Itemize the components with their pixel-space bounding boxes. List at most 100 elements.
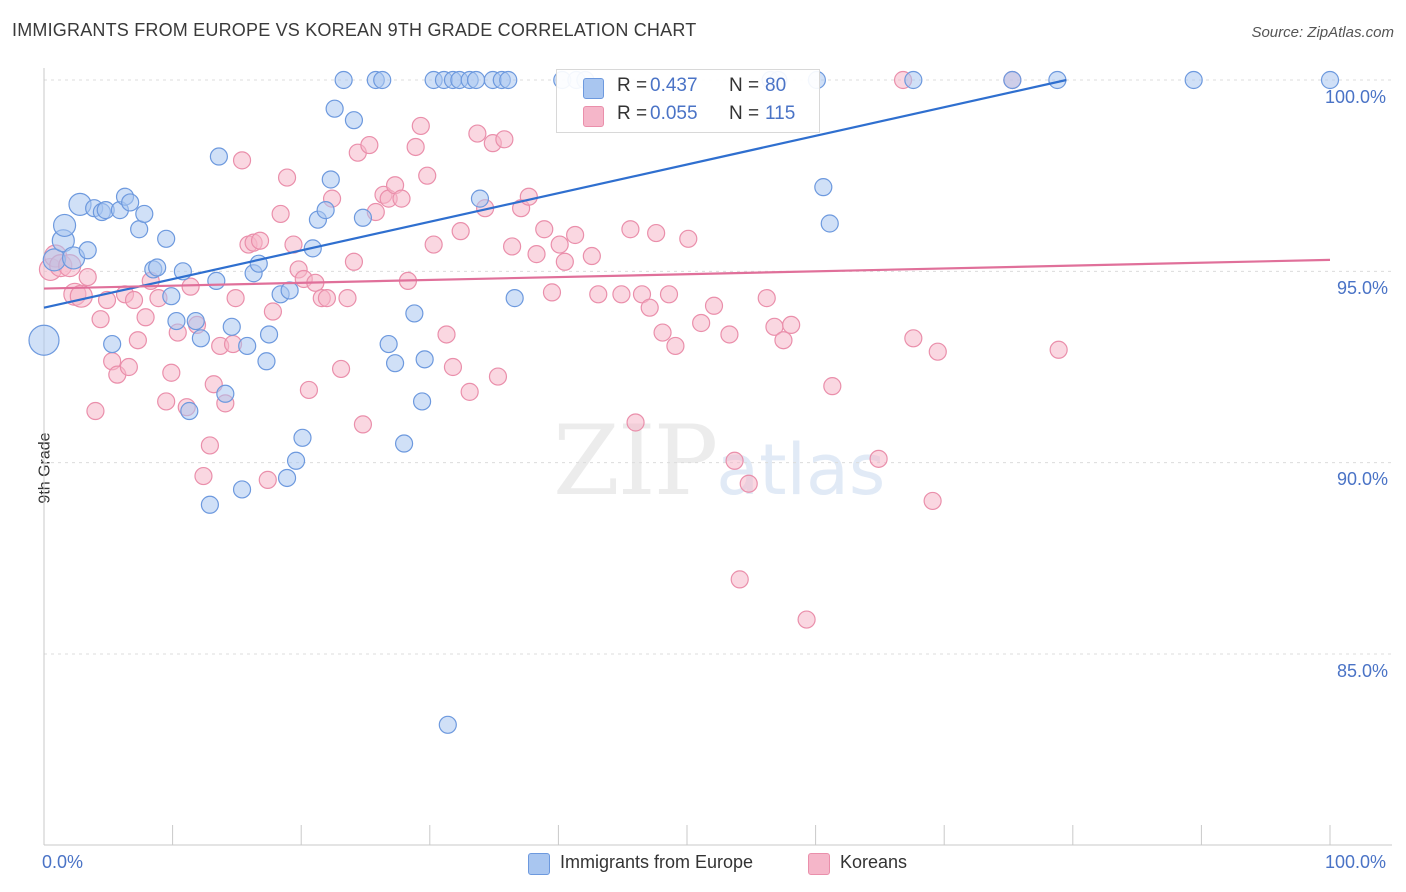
korean-point (739, 474, 758, 493)
europe-point (130, 220, 149, 239)
europe-trend-line (43, 78, 1067, 309)
korean-point (338, 289, 357, 308)
korean-point (468, 124, 487, 143)
europe-point (505, 289, 524, 308)
europe-point (394, 434, 414, 453)
europe-point (466, 70, 486, 90)
r-label: R = (617, 103, 648, 124)
europe-point (321, 170, 340, 189)
korean-point (626, 413, 645, 432)
korean-point (86, 401, 105, 421)
korean-point (181, 277, 200, 296)
korean-point (353, 415, 373, 434)
korean-point (923, 491, 942, 511)
korean-point (162, 363, 181, 382)
korean-point (774, 331, 793, 350)
stats-legend: R = 0.437 N = 80 R = 0.055 N = 115 (556, 69, 820, 133)
korean-trend-line (43, 258, 1331, 290)
europe-point (121, 193, 140, 212)
europe-point (293, 428, 312, 447)
europe-point (135, 204, 154, 224)
europe-point (180, 401, 199, 421)
europe-point (167, 311, 186, 331)
europe-point (904, 70, 923, 90)
europe-point (373, 70, 392, 90)
korean-point (250, 231, 270, 250)
korean-point (443, 357, 463, 377)
korean-point (194, 466, 213, 486)
korean-point (566, 225, 585, 245)
europe-swatch (583, 78, 604, 99)
europe-point (148, 258, 167, 277)
korean-point (823, 377, 842, 396)
europe-point (200, 495, 219, 514)
stats-legend-row-koreans: R = 0.055 N = 115 (557, 100, 819, 130)
x-tick-label-min: 0.0% (42, 852, 84, 872)
korean-point (679, 229, 698, 248)
r-label: R = (617, 75, 648, 96)
europe-point (209, 147, 228, 166)
korean-point (725, 451, 744, 470)
korean-point (1049, 340, 1068, 359)
europe-point (814, 178, 833, 197)
korean-point (869, 449, 888, 468)
korean-point (519, 187, 538, 206)
korean-point (78, 267, 97, 287)
chart-title: IMMIGRANTS FROM EUROPE VS KOREAN 9TH GRA… (12, 20, 697, 40)
europe-point (286, 451, 306, 470)
korean-point (582, 246, 601, 266)
korean-point (720, 325, 739, 344)
korean-point (527, 245, 546, 264)
korean-point (503, 237, 522, 256)
legend-label-europe: Immigrants from Europe (560, 852, 754, 872)
korean-point (424, 235, 443, 254)
europe-point (103, 334, 122, 354)
korean-point (124, 290, 144, 310)
korean-point (730, 570, 749, 589)
n-value: 80 (765, 75, 787, 96)
korean-point (331, 359, 351, 379)
korean-point (263, 302, 283, 321)
korean-point (659, 285, 679, 304)
europe-point (334, 70, 353, 90)
stats-legend-row-europe: R = 0.437 N = 80 (557, 72, 819, 102)
europe-point (216, 384, 235, 403)
korean-point (271, 204, 290, 224)
europe-point (222, 317, 241, 336)
europe-point (259, 325, 279, 344)
y-tick-label-95: 95.0% (1337, 278, 1389, 298)
europe-point (415, 350, 434, 369)
europe-legend-swatch (528, 853, 550, 875)
n-value: 115 (765, 103, 796, 124)
korean-point (555, 252, 574, 271)
y-tick-label-85: 85.0% (1337, 661, 1389, 681)
korean-point (128, 331, 147, 350)
europe-point (232, 480, 252, 499)
europe-point (207, 271, 226, 290)
korean-point (97, 290, 117, 310)
korean-point (411, 116, 430, 136)
europe-point (277, 468, 297, 488)
korean-point (451, 222, 470, 241)
korean-point (704, 296, 724, 315)
korean-point (360, 135, 379, 155)
europe-point (499, 70, 518, 90)
korean-point (757, 289, 776, 308)
y-tick-label-90: 90.0% (1337, 469, 1389, 489)
korean-point (136, 308, 155, 327)
korean-point (344, 252, 364, 271)
n-label: N = (729, 103, 760, 124)
korean-point (692, 313, 711, 333)
korean-point (653, 323, 672, 342)
korean-point (797, 610, 816, 629)
koreans-swatch (583, 106, 604, 127)
n-label: N = (729, 75, 760, 96)
europe-point (162, 287, 181, 306)
europe-point (1184, 70, 1203, 90)
korean-point (418, 166, 437, 185)
korean-point (299, 380, 319, 400)
korean-point (640, 298, 659, 317)
europe-point (52, 213, 77, 238)
korean-point (460, 382, 479, 401)
